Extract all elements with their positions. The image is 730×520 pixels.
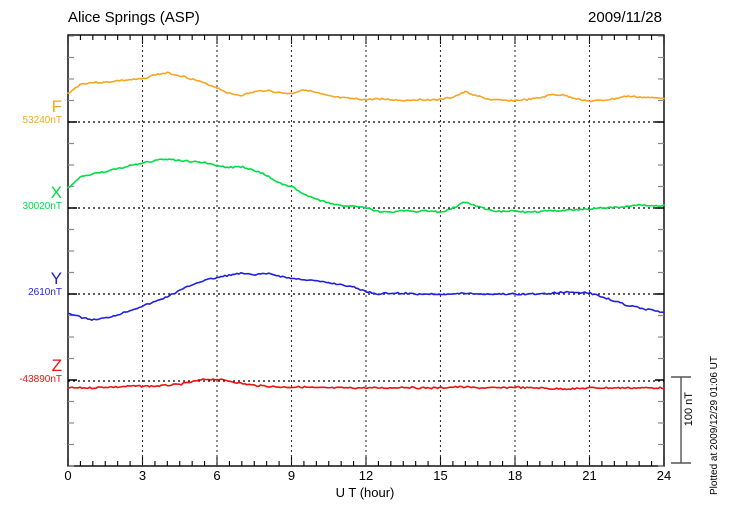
series-line-x	[67, 158, 665, 214]
component-label-y: Y 2610nT	[28, 270, 62, 298]
component-label-x: X 30020nT	[23, 184, 62, 212]
component-name-f: F	[51, 97, 62, 116]
x-tick-label: 24	[656, 468, 672, 483]
x-tick-label: 0	[64, 468, 72, 483]
series-line-z	[67, 378, 665, 391]
page-title: Alice Springs (ASP)	[68, 9, 200, 26]
x-tick-label: 9	[287, 468, 296, 483]
plotted-timestamp: Plotted at 2009/12/29 01:06 UT	[709, 356, 720, 495]
x-tick-label: 6	[213, 468, 221, 483]
series-line-f	[67, 71, 665, 103]
component-name-x: X	[50, 183, 62, 202]
x-tick-label: 21	[582, 468, 597, 483]
series-line-y	[67, 272, 665, 321]
x-axis-label: U T (hour)	[335, 485, 395, 500]
component-baseline-f: 53240nT	[22, 114, 62, 126]
component-baseline-y: 2610nT	[28, 286, 62, 298]
component-name-z: Z	[51, 356, 62, 375]
component-baseline-z: -43890nT	[19, 373, 62, 385]
scale-bar-label: 100 nT	[683, 392, 695, 427]
x-tick-label: 18	[507, 468, 523, 483]
x-tick-label: 15	[433, 468, 448, 483]
component-name-y: Y	[50, 269, 62, 288]
date-title: 2009/11/28	[588, 9, 662, 26]
component-baseline-x: 30020nT	[22, 200, 62, 212]
component-label-f: F 53240nT	[23, 98, 62, 126]
component-label-z: Z -43890nT	[19, 357, 62, 385]
x-tick-label: 12	[358, 468, 374, 483]
x-tick-label: 3	[138, 468, 147, 483]
